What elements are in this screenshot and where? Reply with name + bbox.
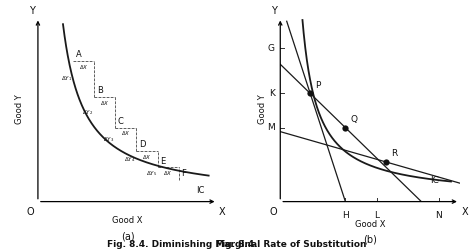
Text: H: H: [342, 211, 349, 219]
Text: Good X: Good X: [112, 216, 143, 225]
Text: P: P: [316, 81, 321, 90]
Text: $\Delta X$: $\Delta X$: [79, 63, 89, 71]
Text: Y: Y: [28, 6, 35, 16]
Text: A: A: [76, 50, 82, 59]
Text: L: L: [374, 211, 380, 219]
Text: $\Delta X$: $\Delta X$: [142, 153, 152, 161]
Text: Q: Q: [351, 115, 358, 124]
Text: $\Delta X$: $\Delta X$: [121, 130, 131, 137]
Text: IC: IC: [196, 186, 205, 195]
Text: O: O: [269, 207, 277, 217]
Text: D: D: [139, 140, 146, 149]
Text: $\Delta Y_2$: $\Delta Y_2$: [82, 108, 93, 117]
Text: Y: Y: [271, 6, 277, 16]
Text: C: C: [118, 117, 124, 126]
Text: $\Delta Y_4$: $\Delta Y_4$: [124, 155, 136, 164]
Text: Good Y: Good Y: [16, 95, 25, 124]
Text: (a): (a): [121, 231, 135, 241]
Text: Fig. 8.4.: Fig. 8.4.: [216, 240, 258, 249]
Text: N: N: [435, 211, 442, 219]
Text: O: O: [27, 207, 35, 217]
Text: $\Delta X$: $\Delta X$: [164, 169, 173, 177]
Text: $\Delta X$: $\Delta X$: [100, 99, 109, 107]
Text: B: B: [97, 86, 103, 95]
Text: X: X: [219, 207, 226, 217]
Text: G: G: [268, 44, 275, 53]
Text: Fig. 8.4. Diminishing Marginal Rate of Substitution: Fig. 8.4. Diminishing Marginal Rate of S…: [107, 240, 367, 249]
Text: IC: IC: [430, 176, 439, 185]
Text: M: M: [267, 123, 275, 132]
Text: (b): (b): [363, 235, 377, 245]
Text: Good Y: Good Y: [258, 95, 267, 124]
Text: $\Delta Y_1$: $\Delta Y_1$: [61, 75, 72, 83]
Text: Good X: Good X: [355, 220, 385, 229]
Text: X: X: [462, 207, 468, 217]
Text: F: F: [182, 169, 186, 178]
Text: E: E: [160, 156, 165, 166]
Text: K: K: [269, 89, 275, 98]
Text: $\Delta Y_5$: $\Delta Y_5$: [146, 169, 157, 178]
Text: $\Delta Y_3$: $\Delta Y_3$: [103, 135, 115, 144]
Text: R: R: [391, 149, 397, 158]
